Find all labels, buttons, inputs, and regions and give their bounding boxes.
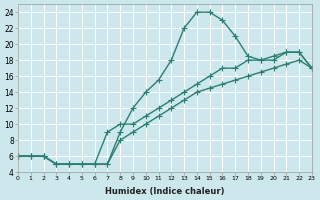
- X-axis label: Humidex (Indice chaleur): Humidex (Indice chaleur): [105, 187, 225, 196]
